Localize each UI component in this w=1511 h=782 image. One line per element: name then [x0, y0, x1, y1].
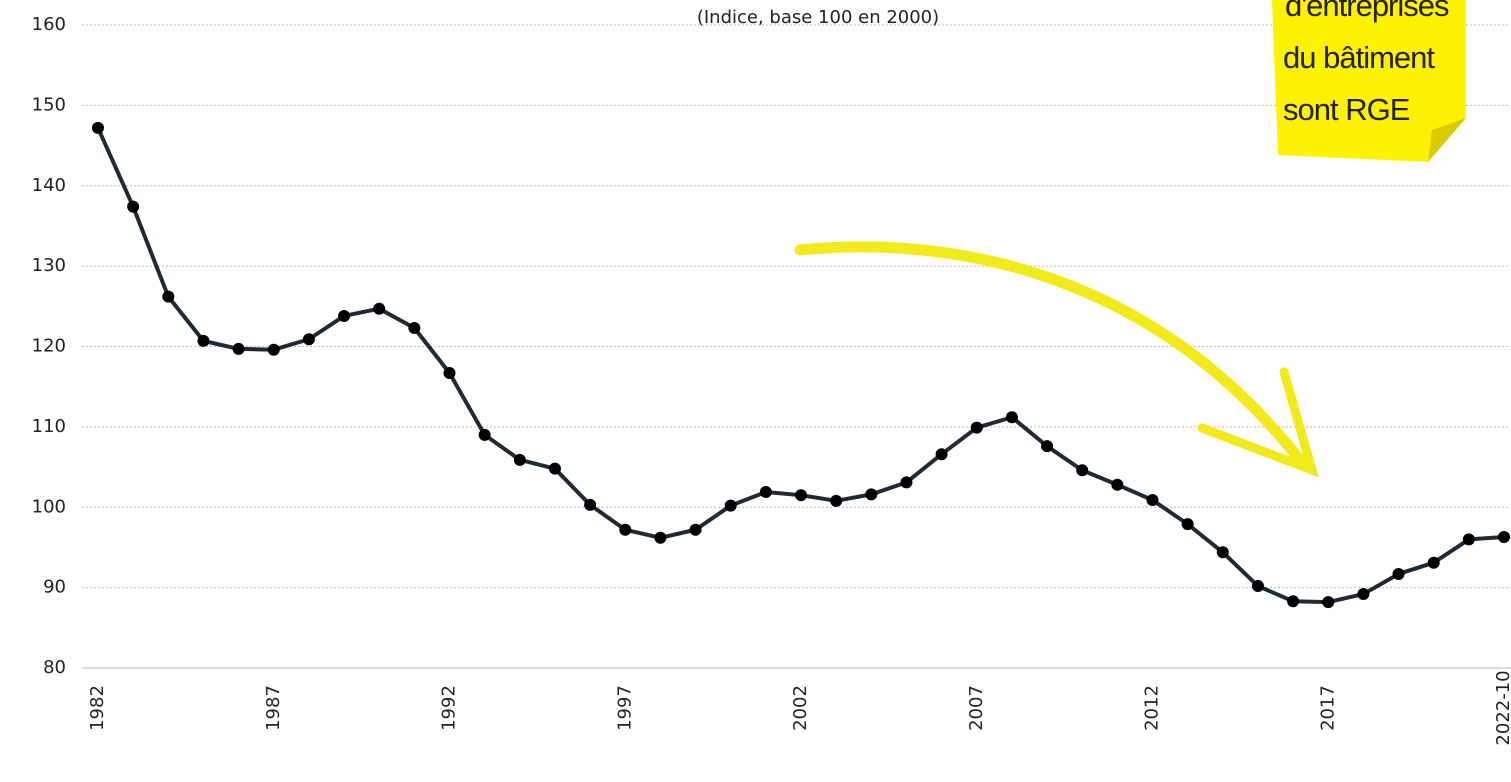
x-tick-label: 1982 — [87, 685, 108, 731]
chart-subtitle: (Indice, base 100 en 2000) — [697, 7, 939, 28]
data-point — [303, 333, 315, 345]
data-point — [514, 454, 526, 466]
data-point — [1217, 546, 1229, 558]
x-tick-label: 2017 — [1317, 685, 1338, 731]
series-line — [98, 128, 1504, 602]
data-point — [795, 489, 807, 501]
data-point — [1393, 568, 1405, 580]
data-point — [127, 201, 139, 213]
data-point — [654, 532, 666, 544]
data-point — [479, 429, 491, 441]
data-point — [1287, 595, 1299, 607]
data-point — [338, 310, 350, 322]
data-point — [900, 476, 912, 488]
data-point — [1111, 479, 1123, 491]
y-tick-label: 160 — [32, 14, 66, 35]
data-point — [197, 335, 209, 347]
x-tick-label: 2012 — [1142, 685, 1163, 731]
data-point — [830, 495, 842, 507]
y-tick-label: 120 — [32, 336, 66, 357]
data-point — [725, 500, 737, 512]
data-point — [584, 499, 596, 511]
data-point — [1041, 440, 1053, 452]
data-point — [1076, 464, 1088, 476]
data-point — [1182, 518, 1194, 530]
note-line: d'entreprises — [1285, 0, 1449, 23]
data-point — [690, 524, 702, 536]
data-point — [373, 303, 385, 315]
y-tick-label: 100 — [32, 496, 66, 517]
data-point — [1147, 494, 1159, 506]
data-point — [760, 486, 772, 498]
data-point — [268, 344, 280, 356]
data-point — [549, 463, 561, 475]
x-tick-label: 2002 — [790, 685, 811, 731]
data-point — [1498, 531, 1510, 543]
y-tick-label: 80 — [43, 657, 66, 678]
y-tick-label: 130 — [32, 255, 66, 276]
y-tick-label: 140 — [32, 175, 66, 196]
x-tick-label: 1992 — [439, 685, 460, 731]
x-tick-label: 1997 — [614, 685, 635, 731]
x-tick-label: 1987 — [263, 685, 284, 731]
data-point — [408, 322, 420, 334]
data-point — [233, 343, 245, 355]
data-point — [92, 122, 104, 134]
y-tick-label: 90 — [43, 577, 66, 598]
sticky-note: d'entreprises du bâtiment sont RGE — [1272, 0, 1466, 162]
data-point — [1322, 596, 1334, 608]
x-tick-label: 2007 — [966, 685, 987, 731]
data-point — [971, 422, 983, 434]
note-line: du bâtiment — [1283, 40, 1435, 75]
arrow-shaft — [800, 247, 1300, 460]
data-point — [1428, 557, 1440, 569]
data-point — [1252, 580, 1264, 592]
data-point — [444, 367, 456, 379]
data-point — [936, 448, 948, 460]
x-tick-label: 2022-10 — [1493, 670, 1511, 745]
data-point — [1463, 533, 1475, 545]
note-line: sont RGE — [1283, 92, 1410, 127]
data-point — [1006, 411, 1018, 423]
highlight-arrow — [800, 247, 1312, 470]
data-point — [162, 291, 174, 303]
y-tick-label: 150 — [32, 94, 66, 115]
data-point — [865, 488, 877, 500]
y-tick-label: 110 — [32, 416, 66, 437]
data-point — [1357, 588, 1369, 600]
data-point — [619, 524, 631, 536]
chart: 80 90 100 110 120 130 140 150 160 1982 1987 1992 199… — [0, 0, 1511, 782]
